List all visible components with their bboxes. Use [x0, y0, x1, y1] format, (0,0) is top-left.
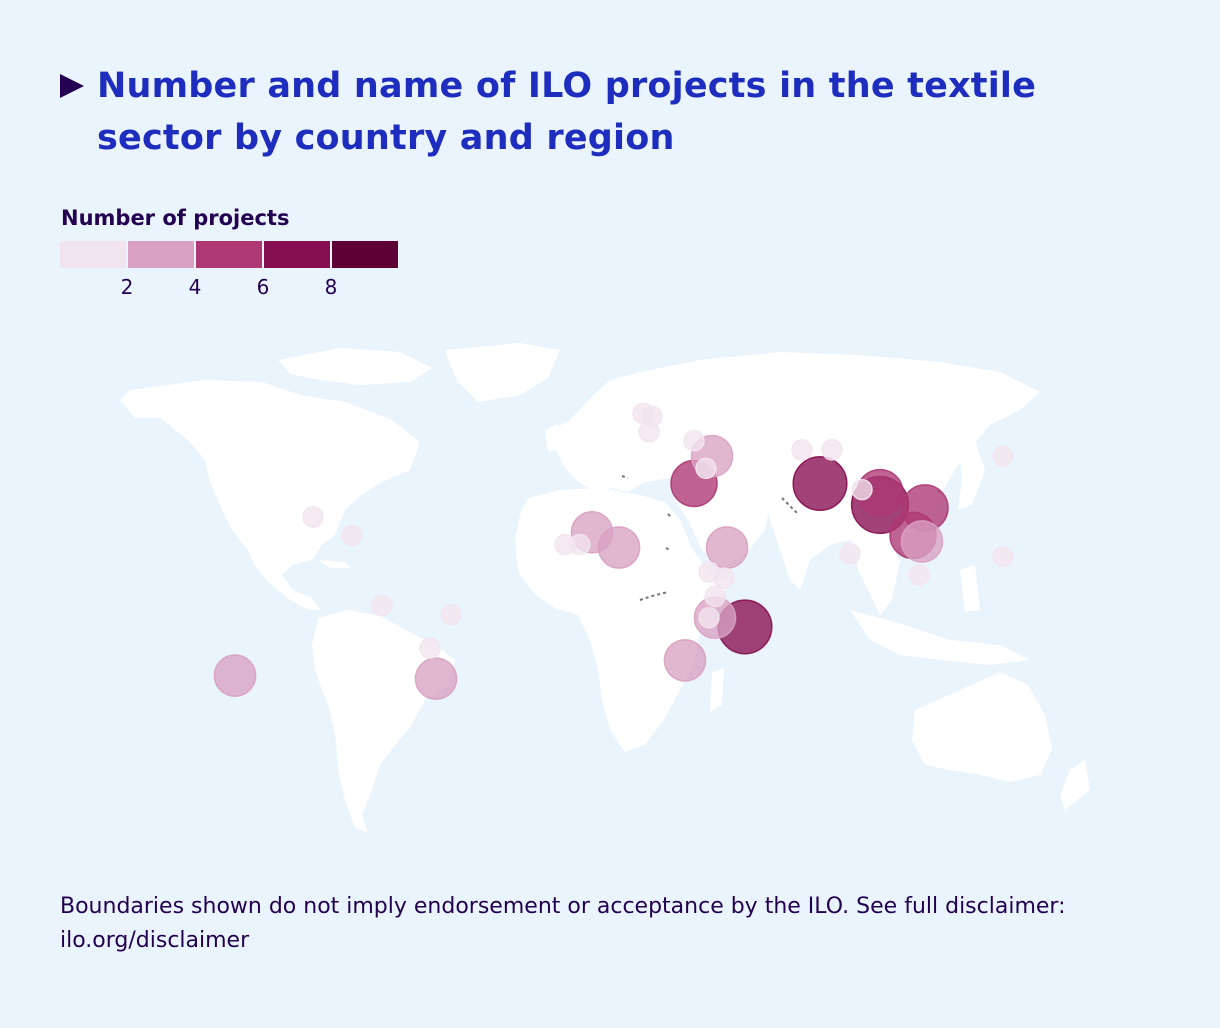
world-map: [0, 330, 1220, 850]
legend-swatch-5: [332, 241, 398, 268]
project-bubble[interactable]: [900, 520, 944, 563]
project-bubble[interactable]: [698, 606, 720, 629]
project-bubble[interactable]: [440, 603, 462, 626]
land-indochina: [855, 540, 900, 615]
legend-tick-label: 6: [256, 275, 270, 299]
disputed-border-sudan: [639, 591, 669, 601]
project-bubble[interactable]: [683, 430, 705, 452]
project-bubble[interactable]: [791, 439, 813, 461]
disputed-border-kosovo: [621, 475, 629, 479]
legend-swatch-4: [264, 241, 330, 268]
color-legend: Number of projects 2 4 6 8: [60, 206, 400, 301]
project-bubble[interactable]: [419, 637, 441, 659]
legend-swatch-1: [60, 241, 126, 268]
map-title: Number and name of ILO projects in the t…: [97, 66, 1037, 158]
project-bubble[interactable]: [713, 567, 735, 589]
land-arctic-islands: [278, 348, 432, 385]
project-bubble[interactable]: [341, 524, 363, 547]
legend-tick-label: 4: [188, 275, 202, 299]
land-madagascar: [710, 668, 724, 712]
project-bubble[interactable]: [908, 564, 930, 586]
project-bubble[interactable]: [371, 594, 393, 617]
disputed-border-georgia: [667, 513, 673, 519]
land-masses: [120, 343, 1090, 832]
project-bubble[interactable]: [302, 506, 324, 528]
project-bubble[interactable]: [663, 639, 707, 682]
project-bubble[interactable]: [792, 455, 848, 512]
project-bubble[interactable]: [414, 657, 458, 701]
disputed-border-kashmir: [781, 497, 799, 515]
world-map-svg: [120, 343, 1090, 832]
land-philippines: [960, 565, 980, 612]
project-bubble[interactable]: [992, 445, 1014, 467]
land-cuba: [318, 560, 352, 568]
land-japan: [958, 440, 985, 510]
project-bubbles: [213, 402, 1014, 701]
project-bubble[interactable]: [597, 526, 641, 569]
legend-tick-label: 2: [120, 275, 134, 299]
land-uk: [545, 424, 562, 452]
project-bubble[interactable]: [851, 478, 873, 501]
land-indonesia: [850, 610, 1030, 665]
land-new-zealand: [1060, 760, 1090, 810]
project-bubble[interactable]: [569, 533, 591, 556]
boundary-disclaimer: Boundaries shown do not imply endorsemen…: [60, 894, 1066, 953]
title-block: Number and name of ILO projects in the t…: [60, 60, 1170, 164]
land-india: [770, 515, 830, 590]
land-europe: [548, 372, 700, 492]
project-bubble[interactable]: [821, 439, 843, 461]
land-north-america: [120, 380, 420, 610]
legend-swatch-2: [128, 241, 194, 268]
project-bubble[interactable]: [839, 542, 861, 565]
legend-swatch-3: [196, 241, 262, 268]
project-bubble[interactable]: [638, 420, 660, 443]
legend-tick-label: 8: [324, 275, 338, 299]
legend-title: Number of projects: [61, 206, 290, 230]
legend-tick-labels: 2 4 6 8: [60, 275, 400, 301]
disputed-border-palestine: [665, 547, 671, 551]
project-bubble[interactable]: [695, 457, 717, 480]
play-triangle-icon: [60, 74, 84, 98]
project-bubble[interactable]: [704, 585, 726, 608]
legend-color-scale: [60, 241, 400, 268]
land-australia: [912, 672, 1052, 782]
project-bubble[interactable]: [213, 654, 257, 697]
land-greenland: [445, 343, 560, 402]
project-bubble[interactable]: [992, 545, 1014, 568]
